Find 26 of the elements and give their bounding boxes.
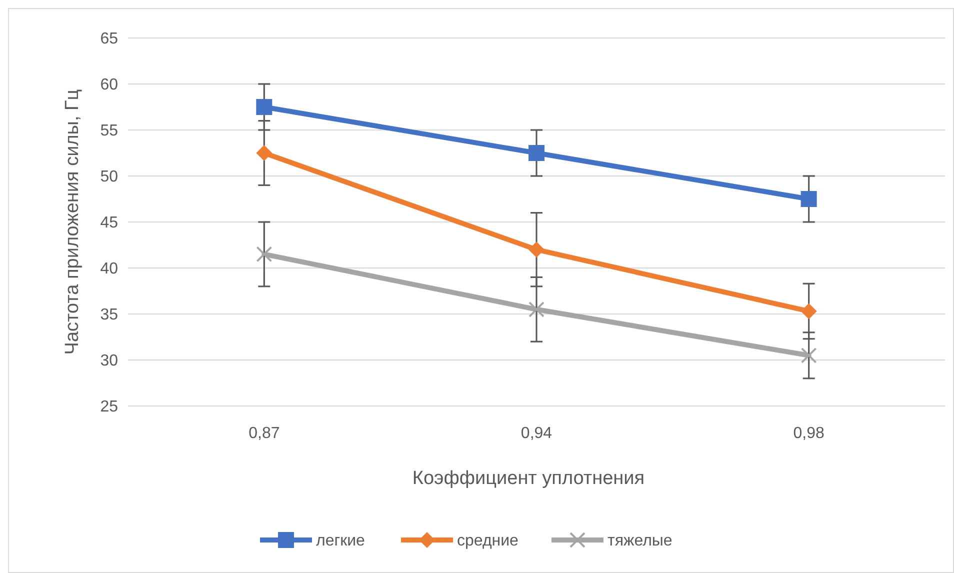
x-tick-label: 0,94 [520,425,552,442]
y-tick-label: 40 [100,260,118,278]
y-tick-label: 45 [100,214,118,232]
point [800,303,817,320]
y-tick-label: 50 [100,168,118,186]
legend-label: легкие [316,532,366,550]
point [800,191,817,207]
x-axis-title: Коэффициент уплотнения [412,468,645,489]
x-tick-label: 0,87 [248,425,280,442]
legend-label: средние [457,532,519,550]
point [528,301,544,318]
y-tick-label: 35 [100,306,118,324]
y-tick-label: 25 [100,398,118,416]
point [256,99,272,115]
legend-label: тяжелые [608,532,672,550]
y-tick-label: 55 [100,122,118,140]
point [256,145,272,161]
y-axis-title: Частота приложения силы, Гц [62,89,83,355]
y-tick-label: 30 [100,352,118,370]
y-tick-label: 65 [100,30,118,48]
y-tick-label: 60 [100,76,118,94]
point [800,347,817,364]
x-tick-label: 0,98 [793,425,825,442]
point [256,246,272,262]
point [528,242,544,258]
point [528,145,544,161]
